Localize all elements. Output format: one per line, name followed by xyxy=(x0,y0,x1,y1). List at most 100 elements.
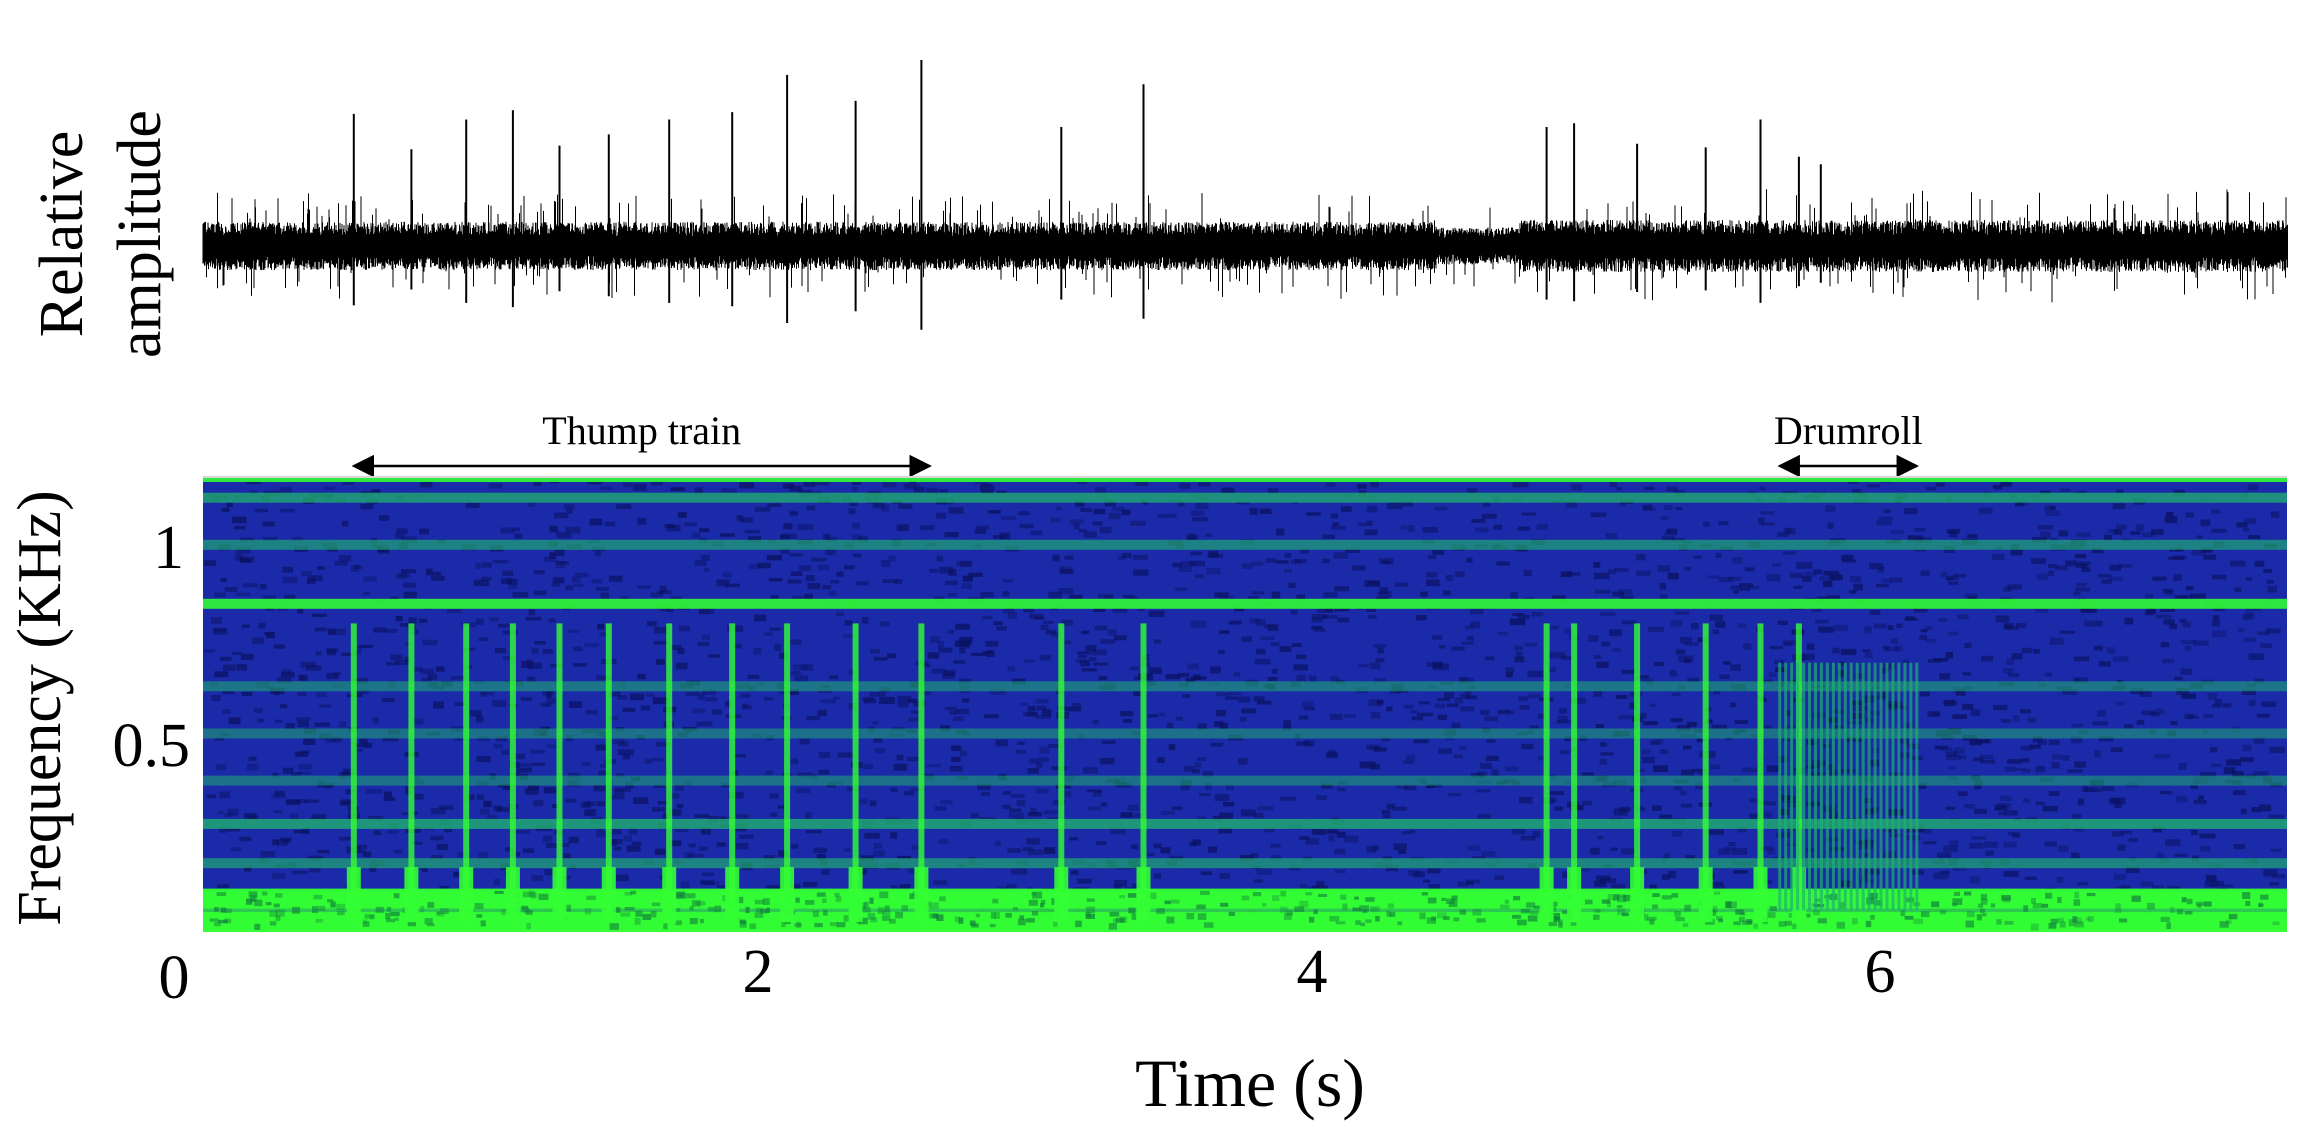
spectrogram-noise-cell xyxy=(1747,585,1760,590)
spectrogram-noise-cell xyxy=(2167,886,2180,890)
spectrogram-low-texture xyxy=(2228,913,2238,920)
spectrogram-noise-cell xyxy=(480,808,490,815)
spectrogram-low-texture xyxy=(364,914,375,919)
spectrogram-noise-cell xyxy=(1612,591,1625,597)
spectrogram-noise-cell xyxy=(1939,673,1950,680)
spectrogram-noise-cell xyxy=(2248,535,2261,539)
spectrogram-low-texture xyxy=(1675,917,1685,922)
spectrogram-noise-cell xyxy=(1460,706,1475,712)
spectrogram-noise-cell xyxy=(676,803,684,809)
spectrogram-noise-cell xyxy=(1515,651,1523,659)
spectrogram-noise-cell xyxy=(1777,532,1789,537)
spectrogram-noise-cell xyxy=(1831,709,1844,714)
spectrogram-noise-cell xyxy=(684,852,694,859)
spectrogram-low-texture xyxy=(1593,914,1600,920)
spectrogram-noise-cell xyxy=(279,704,288,709)
spectrogram-noise-cell xyxy=(1841,554,1854,561)
spectrogram-noise-cell xyxy=(564,504,575,510)
spectrogram-low-texture xyxy=(1305,892,1313,896)
spectrogram-noise-cell xyxy=(1369,746,1378,751)
spectrogram-noise-cell xyxy=(234,525,246,530)
spectrogram-noise-cell xyxy=(1760,522,1776,526)
spectrogram-low-texture xyxy=(861,902,867,910)
spectrogram-noise-cell xyxy=(2144,610,2154,616)
spectrogram-low-texture xyxy=(1875,900,1883,906)
spectrogram-low-texture xyxy=(929,913,939,919)
spectrogram-noise-cell xyxy=(1080,508,1092,512)
spectrogram-low-texture xyxy=(2170,907,2175,913)
spectrogram-noise-cell xyxy=(1860,839,1874,844)
spectrogram-noise-cell xyxy=(1933,658,1949,662)
spectrogram-noise-cell xyxy=(1785,710,1792,717)
spectrogram-low-texture xyxy=(1053,921,1058,927)
spectrogram-low-texture xyxy=(1040,903,1045,908)
spectrogram-noise-cell xyxy=(2230,560,2246,567)
spectrogram-noise-cell xyxy=(2049,637,2064,645)
spectrogram-noise-cell xyxy=(616,504,632,509)
spectrogram-noise-cell xyxy=(1864,853,1871,857)
spectrogram-noise-cell xyxy=(836,571,844,577)
spectrogram-noise-cell xyxy=(1611,883,1626,889)
spectrogram-noise-cell xyxy=(1331,526,1346,530)
spectrogram-low-texture xyxy=(867,913,876,920)
spectrogram-low-texture xyxy=(1792,923,1797,930)
spectrogram-low-texture xyxy=(1900,910,1906,917)
spectrogram-low-texture xyxy=(1286,910,1293,916)
spectrogram-noise-cell xyxy=(272,873,286,879)
spectrogram-noise-cell xyxy=(1058,588,1074,595)
spectrogram-noise-cell xyxy=(659,585,667,593)
spectrogram-noise-cell xyxy=(387,830,399,834)
spectrogram-noise-cell xyxy=(2169,548,2181,552)
spectrogram-low-texture xyxy=(1616,905,1623,909)
spectrogram-noise-cell xyxy=(1698,770,1707,776)
spectrogram-noise-cell xyxy=(959,647,966,654)
spectrogram-noise-cell xyxy=(1740,587,1750,591)
spectrogram-low-texture xyxy=(1115,917,1125,923)
spectrogram-low-texture xyxy=(1913,918,1923,924)
spectrogram-noise-cell xyxy=(1206,567,1221,575)
spectrogram-noise-cell xyxy=(1498,631,1508,636)
spectrogram-noise-cell xyxy=(271,794,286,799)
spectrogram-low-texture xyxy=(1262,903,1267,907)
spectrogram-low-texture xyxy=(254,923,261,930)
spectrogram-noise-cell xyxy=(2006,658,2015,665)
spectrogram-noise-cell xyxy=(1894,645,1903,652)
spectrogram-noise-cell xyxy=(2244,611,2255,619)
spectrogram-noise-cell xyxy=(822,585,832,590)
spectrogram-noise-cell xyxy=(341,652,358,656)
spectrogram-pulse-base xyxy=(1136,867,1151,923)
spectrogram-noise-cell xyxy=(754,614,767,622)
spectrogram-noise-cell xyxy=(2169,623,2177,630)
spectrogram-noise-cell xyxy=(1219,630,1230,634)
spectrogram-noise-cell xyxy=(393,849,403,854)
spectrogram-noise-cell xyxy=(263,632,273,636)
spectrogram-noise-cell xyxy=(2055,565,2068,571)
spectrogram-noise-cell xyxy=(1036,761,1043,768)
spectrogram-noise-cell xyxy=(1527,670,1544,678)
spectrogram-noise-cell xyxy=(473,579,489,587)
spectrogram-noise-cell xyxy=(910,710,923,714)
spectrogram-noise-cell xyxy=(1241,809,1256,817)
spectrogram-noise-cell xyxy=(1366,505,1378,513)
spectrogram-noise-cell xyxy=(2180,595,2193,603)
spectrogram-noise-cell xyxy=(1457,881,1469,887)
spectrogram-noise-cell xyxy=(1938,618,1948,622)
spectrogram-noise-cell xyxy=(623,835,632,842)
spectrogram-low-texture xyxy=(1112,918,1119,923)
spectrogram-noise-cell xyxy=(888,555,896,562)
spectrogram-noise-cell xyxy=(698,607,715,614)
spectrogram-noise-cell xyxy=(1241,708,1257,714)
spectrogram-pulse-base xyxy=(552,867,567,923)
spectrogram-noise-cell xyxy=(789,553,804,557)
x-tick-label-2: 2 xyxy=(743,938,774,1006)
spectrogram-noise-cell xyxy=(1334,606,1350,612)
spectrogram-noise-cell xyxy=(797,524,814,530)
spectrogram-noise-cell xyxy=(1040,624,1049,630)
spectrogram-low-texture xyxy=(424,918,433,925)
spectrogram-noise-cell xyxy=(2092,788,2102,793)
spectrogram-low-texture xyxy=(2088,916,2094,923)
spectrogram-noise-cell xyxy=(1396,785,1410,789)
spectrogram-noise-cell xyxy=(980,591,994,598)
spectrogram-noise-cell xyxy=(702,872,714,877)
spectrogram-drumroll-pulse xyxy=(1831,662,1835,911)
